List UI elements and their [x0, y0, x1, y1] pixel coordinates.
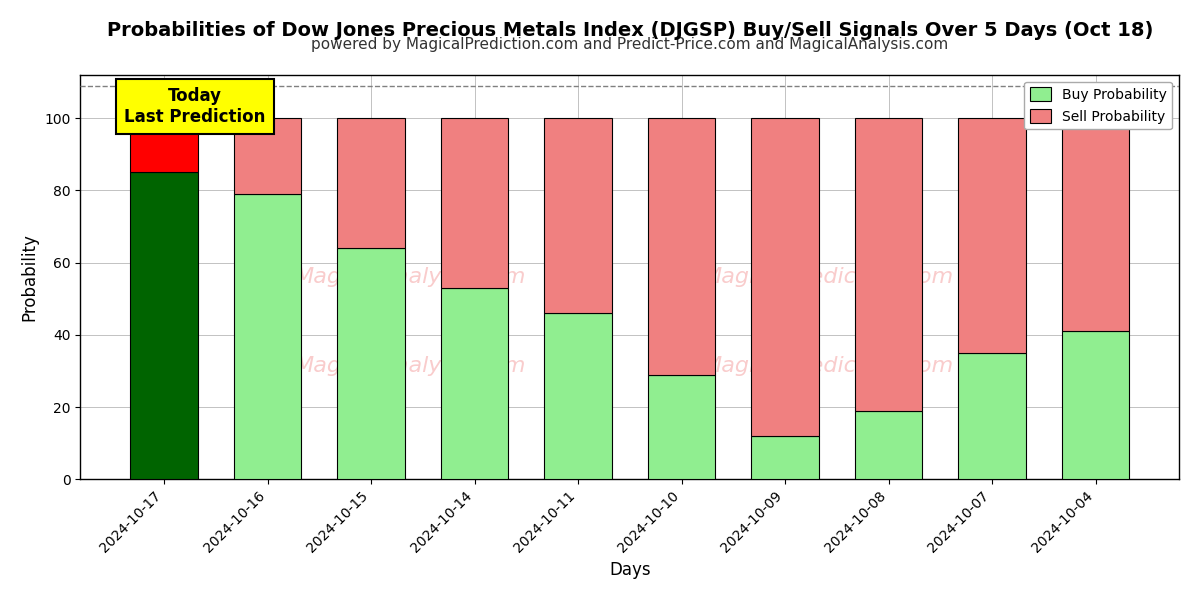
Bar	[234, 118, 301, 194]
Text: MagicalAnalysis.com: MagicalAnalysis.com	[294, 267, 526, 287]
Bar	[337, 248, 404, 479]
Bar	[545, 118, 612, 313]
X-axis label: Days: Days	[610, 561, 650, 579]
Title: Probabilities of Dow Jones Precious Metals Index (DJGSP) Buy/Sell Signals Over 5: Probabilities of Dow Jones Precious Meta…	[107, 21, 1153, 40]
Bar	[337, 118, 404, 248]
Bar	[959, 118, 1026, 353]
Bar	[751, 436, 818, 479]
Bar	[440, 288, 509, 479]
Bar	[648, 118, 715, 374]
Bar	[751, 118, 818, 436]
Bar	[440, 118, 509, 288]
Bar	[1062, 118, 1129, 331]
Bar	[234, 194, 301, 479]
Text: MagicalPrediction.com: MagicalPrediction.com	[702, 267, 953, 287]
Text: MagicalAnalysis.com: MagicalAnalysis.com	[294, 356, 526, 376]
Bar	[648, 374, 715, 479]
Bar	[1062, 331, 1129, 479]
Bar	[854, 410, 923, 479]
Bar	[854, 118, 923, 410]
Y-axis label: Probability: Probability	[20, 233, 38, 321]
Text: powered by MagicalPrediction.com and Predict-Price.com and MagicalAnalysis.com: powered by MagicalPrediction.com and Pre…	[311, 37, 948, 52]
Text: Today
Last Prediction: Today Last Prediction	[125, 88, 266, 126]
Bar	[545, 313, 612, 479]
Bar	[131, 172, 198, 479]
Bar	[959, 353, 1026, 479]
Legend: Buy Probability, Sell Probability: Buy Probability, Sell Probability	[1025, 82, 1172, 130]
Text: MagicalPrediction.com: MagicalPrediction.com	[702, 356, 953, 376]
Bar	[131, 118, 198, 172]
